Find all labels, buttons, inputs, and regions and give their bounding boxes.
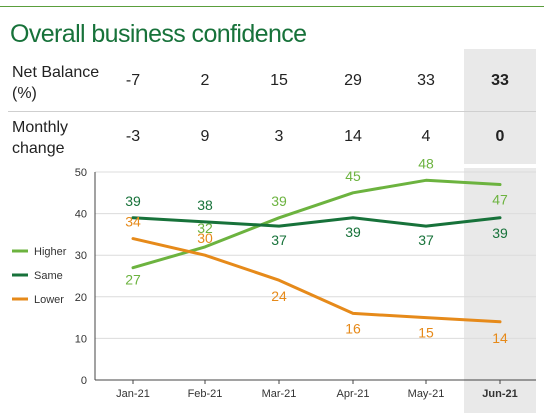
x-tick-label: Feb-21 <box>188 388 223 400</box>
data-label-higher: 47 <box>492 191 508 207</box>
data-label-higher: 48 <box>418 155 434 171</box>
y-tick-label: 30 <box>75 250 87 262</box>
data-label-same: 39 <box>125 193 141 209</box>
data-label-lower: 30 <box>197 230 213 246</box>
data-label-lower: 24 <box>271 288 287 304</box>
table-cell-r0-c2: 15 <box>270 72 288 89</box>
series-line-higher <box>131 178 502 270</box>
data-label-same: 37 <box>418 232 434 248</box>
chart-title: Overall business confidence <box>10 20 307 48</box>
row-separator <box>8 111 536 112</box>
table-cell-r1-c5: 0 <box>495 128 505 145</box>
legend-label-higher: Higher <box>34 246 67 258</box>
data-label-lower: 16 <box>345 320 361 336</box>
data-label-lower: 14 <box>492 330 508 346</box>
data-label-higher: 32 <box>197 220 213 236</box>
y-tick-label: 40 <box>75 209 87 221</box>
y-tick-label: 20 <box>75 292 87 304</box>
data-label-same: 39 <box>492 225 508 241</box>
data-label-higher: 39 <box>271 193 287 209</box>
y-tick-label: 0 <box>81 375 87 387</box>
table-cell-r1-c4: 4 <box>421 128 431 145</box>
x-tick-label: Mar-21 <box>262 388 297 400</box>
row-label-net-balance: Net Balance (%) <box>12 64 100 102</box>
table-cell-r1-c2: 3 <box>274 128 284 145</box>
row-label-monthly-change: Monthly change <box>12 119 69 157</box>
legend-label-same: Same <box>34 270 63 282</box>
table-cell-r0-c5: 33 <box>491 72 509 89</box>
data-label-same: 37 <box>271 232 287 248</box>
series-line-lower <box>131 237 502 324</box>
table-cell-r1-c1: 9 <box>200 128 210 145</box>
x-tick-label: Apr-21 <box>336 388 369 400</box>
y-tick-label: 50 <box>75 167 87 179</box>
data-label-lower: 34 <box>125 214 141 230</box>
y-tick-label: 10 <box>75 333 87 345</box>
x-tick-label: Jun-21 <box>482 388 517 400</box>
data-label-higher: 27 <box>125 272 141 288</box>
table-cell-r0-c4: 33 <box>417 72 435 89</box>
data-label-higher: 45 <box>345 168 361 184</box>
data-label-same: 38 <box>197 197 213 213</box>
data-label-same: 39 <box>345 224 361 240</box>
x-tick-label: Jan-21 <box>116 388 150 400</box>
table-cell-r1-c0: -3 <box>125 128 141 145</box>
table-cell-r0-c0: -7 <box>125 72 141 89</box>
table-cell-r1-c3: 14 <box>344 128 362 145</box>
x-tick-label: May-21 <box>408 388 445 400</box>
table-cell-r0-c3: 29 <box>344 72 362 89</box>
table-cell-r0-c1: 2 <box>200 72 210 89</box>
data-label-lower: 15 <box>418 325 434 341</box>
series-line-same <box>131 216 502 228</box>
highlight-band <box>464 168 536 413</box>
highlight-column <box>464 49 536 164</box>
top-rule <box>0 6 544 7</box>
legend-label-lower: Lower <box>34 294 64 306</box>
